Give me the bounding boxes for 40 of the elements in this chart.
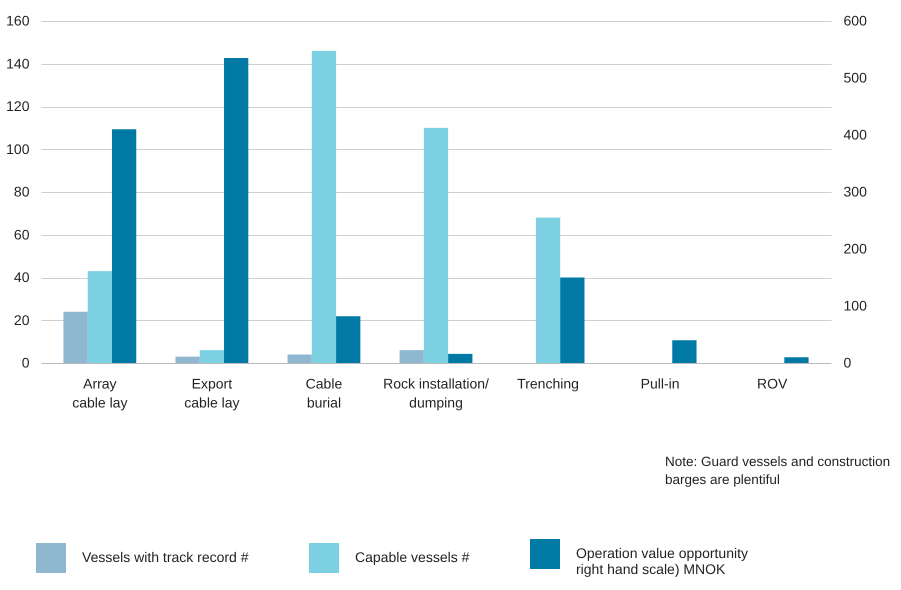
y-tick-label: 120 [6,98,30,114]
bar [175,356,200,363]
legend-label: Vessels with track record # [82,549,249,565]
bar [784,357,809,363]
x-tick-label: Array cable lay [72,376,128,410]
y-tick-label: 60 [14,226,30,242]
y2-tick-label: 200 [844,240,868,256]
bar [200,350,224,363]
x-tick-label: Cable burial [306,376,342,410]
y2-tick-label: 600 [844,12,868,28]
y-tick-label: 160 [6,12,30,28]
y-tick-label: 100 [6,140,30,157]
y-tick-label: 140 [6,55,30,72]
x-tick-label: Rock installation/ dumping [383,376,490,410]
y2-tick-label: 300 [844,184,868,200]
y-tick-label: 0 [22,354,30,370]
text: Note: Guard vessels and construction barges are plentiful [665,453,892,489]
y2-tick-label: 0 [844,354,852,370]
x-tick-label: Export cable lay [184,376,240,410]
y-tick-label: 40 [14,269,30,285]
y-tick-label: 20 [14,312,30,328]
x-tick-label: ROV [757,376,788,392]
bar [448,354,472,363]
legend-label: Capable vessels # [355,549,470,565]
bar [224,58,248,363]
bar [424,128,448,363]
y-tick-label: 80 [14,184,30,200]
bar [336,316,360,363]
bar [672,340,697,363]
bar [312,50,336,363]
y2-tick-label: 100 [844,298,868,314]
y2-tick-label: 400 [844,126,868,142]
y2-tick-label: 500 [844,70,868,86]
bar [112,129,136,363]
x-tick-label: Pull-in [640,376,680,392]
bar [63,312,88,363]
legend-label: Operation value opportunity right hand scale) MNOK [576,545,748,577]
x-tick-label: Trenching [517,376,579,392]
bar [400,350,424,363]
bar [288,354,312,363]
